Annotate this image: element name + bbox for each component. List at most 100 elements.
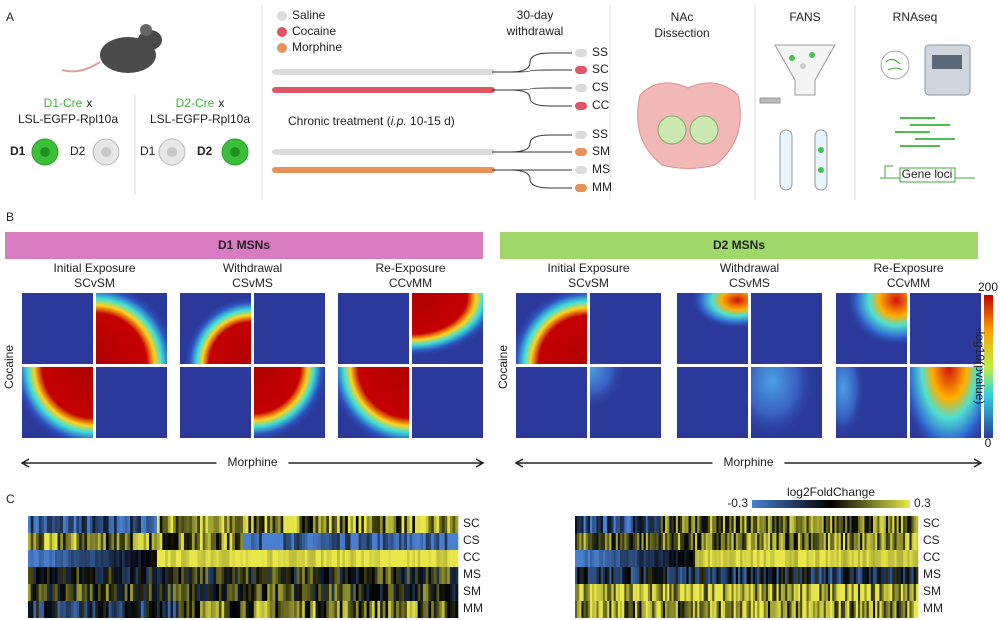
heatmap-stripe (688, 584, 692, 601)
heatmap-stripe (36, 601, 40, 618)
heatmap-stripe (197, 533, 201, 550)
heatmap-stripe (900, 516, 904, 533)
heatmap-stripe (626, 550, 629, 567)
heatmap-stripe (774, 550, 777, 567)
heatmap-stripe (626, 516, 629, 533)
heatmap-stripe (699, 584, 702, 601)
heatmap-stripe (358, 567, 362, 584)
heatmap-stripe (234, 550, 238, 567)
heatmap-stripe (585, 533, 589, 550)
heatmap-stripe (898, 601, 902, 618)
heatmap-stripe (887, 516, 891, 533)
heatmap-stripe (116, 601, 120, 618)
heatmap-stripe (847, 584, 850, 601)
heatmap-stripe (224, 567, 228, 584)
heatmap-stripe (832, 533, 835, 550)
heatmap-stripe (823, 584, 827, 601)
heatmap-stripe (671, 567, 674, 584)
heatmap-stripe (264, 516, 268, 533)
heatmap-stripe (602, 584, 606, 601)
heatmap-stripe (135, 516, 139, 533)
heatmap-stripe (304, 567, 308, 584)
heatmap-stripe (186, 567, 190, 584)
heatmap-stripe (205, 516, 209, 533)
heatmap-stripe (28, 516, 31, 533)
heatmap-stripe (688, 533, 692, 550)
heatmap-stripe (669, 533, 672, 550)
heatmap-stripe (911, 567, 915, 584)
heatmap-stripe (398, 550, 402, 567)
heatmap-stripe (92, 601, 96, 618)
heatmap-stripe (441, 567, 445, 584)
heatmap-stripe (159, 533, 163, 550)
heatmap-stripe (97, 550, 101, 567)
heatmap-stripe (127, 533, 131, 550)
heatmap-stripe (79, 567, 83, 584)
heatmap-stripe (802, 601, 805, 618)
heatmap-stripe (879, 567, 882, 584)
heatmap-stripe (785, 584, 788, 601)
heatmap-stripe (396, 584, 400, 601)
heatmap-stripe (175, 550, 179, 567)
heatmap-stripe (374, 601, 378, 618)
heatmap-stripe (755, 584, 758, 601)
heatmap-stripe (748, 533, 752, 550)
heatmap-stripe (718, 567, 722, 584)
heatmap-stripe (660, 533, 664, 550)
treatment-suffix: 10-15 d) (407, 114, 455, 128)
heatmap-stripe (138, 550, 142, 567)
heatmap-stripe (38, 516, 42, 533)
heatmap-stripe (229, 516, 233, 533)
heatmap-stripe (33, 584, 37, 601)
heatmap-stripe (795, 533, 799, 550)
heatmap-stripe (628, 601, 632, 618)
heatmap-stripe (836, 533, 839, 550)
heatmap-stripe (186, 601, 190, 618)
heatmap-stripe (44, 601, 48, 618)
heatmap-stripe (54, 533, 58, 550)
heatmap-stripe (447, 567, 451, 584)
heatmap-stripe (596, 567, 599, 584)
heatmap-stripe (167, 601, 171, 618)
heatmap-stripe (256, 516, 260, 533)
heatmap-stripe (647, 584, 651, 601)
heatmap-stripe (318, 533, 322, 550)
heatmap-stripe (431, 516, 435, 533)
heatmap-stripe (755, 516, 758, 533)
heatmap-stripe (622, 584, 625, 601)
heatmap-stripe (748, 584, 752, 601)
heatmap-stripe (746, 584, 749, 601)
heatmap-stripe (41, 584, 45, 601)
heatmap-stripe (95, 516, 99, 533)
heatmap-stripe (191, 567, 195, 584)
heatmap-stripe (885, 601, 889, 618)
heatmap-stripe (76, 567, 80, 584)
heatmap-stripe (259, 601, 263, 618)
label: D2 (197, 144, 213, 158)
heatmap-stripe (836, 567, 839, 584)
heatmap-stripe (183, 516, 187, 533)
heatmap-stripe (439, 533, 443, 550)
heatmap-stripe (151, 516, 155, 533)
heatmap-stripe (881, 516, 884, 533)
heatmap-stripe (87, 516, 91, 533)
heatmap-stripe (575, 584, 578, 601)
heatmap-stripe (840, 601, 844, 618)
heatmap-stripe (159, 567, 163, 584)
heatmap-stripe (742, 601, 745, 618)
heatmap-stripe (615, 550, 619, 567)
heatmap-stripe (54, 584, 58, 601)
heatmap-stripe (146, 601, 150, 618)
heatmap-stripe (896, 567, 899, 584)
rrho-quadrant (751, 367, 822, 438)
heatmap-stripe (401, 533, 405, 550)
heatmap-stripe (71, 550, 74, 567)
heatmap-stripe (744, 550, 747, 567)
heatmap-stripe (671, 584, 674, 601)
heatmap-stripe (329, 550, 332, 567)
heatmap-stripe (251, 550, 255, 567)
heatmap-stripe (624, 533, 627, 550)
heatmap-stripe (733, 550, 737, 567)
heatmap-stripe (699, 516, 702, 533)
heatmap-stripe (138, 516, 142, 533)
